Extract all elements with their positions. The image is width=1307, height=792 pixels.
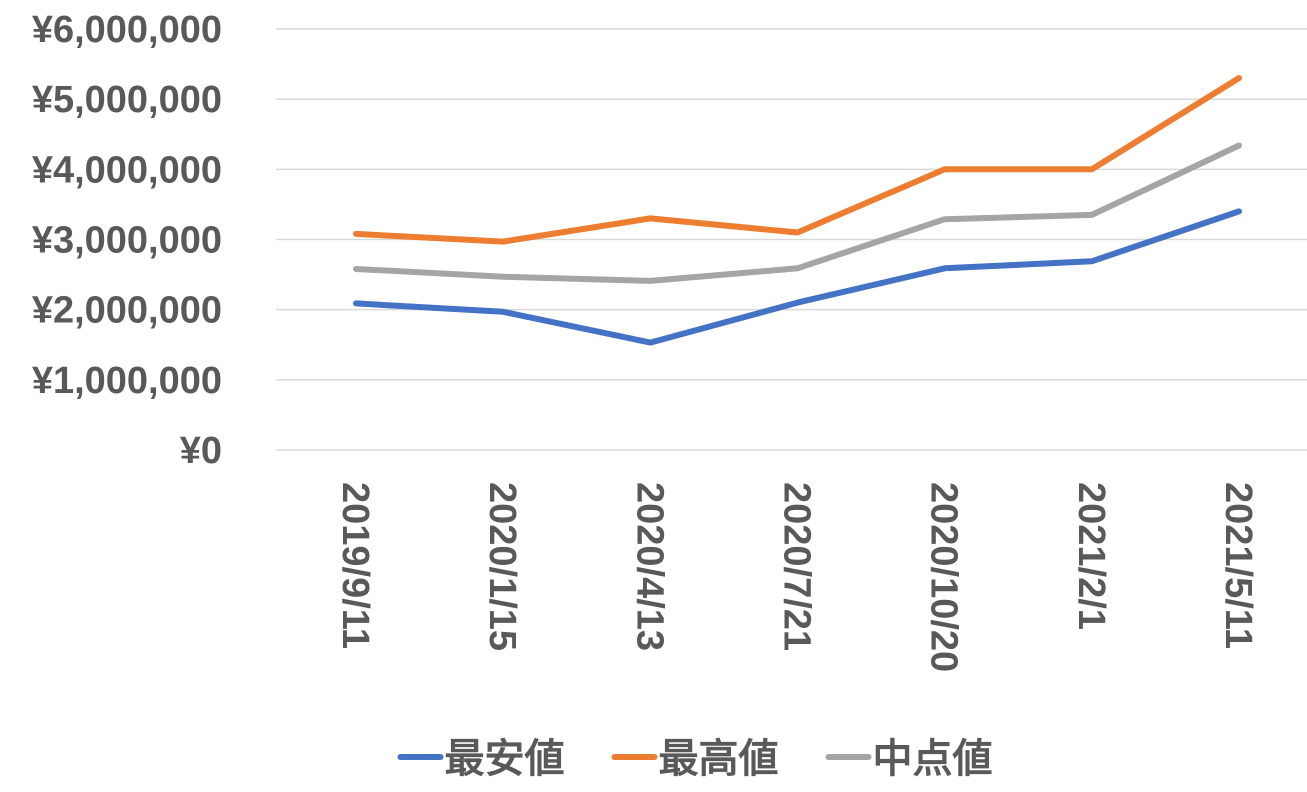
y-tick-label: ¥3,000,000 bbox=[32, 220, 222, 262]
legend-label: 最安値 bbox=[445, 737, 565, 781]
legend-label: 最高値 bbox=[659, 737, 779, 781]
series-lines bbox=[353, 75, 1242, 346]
x-tick-label: 2021/2/1 bbox=[1070, 482, 1112, 630]
legend-label: 中点値 bbox=[873, 737, 993, 781]
y-tick-label: ¥2,000,000 bbox=[32, 290, 222, 332]
y-axis-ticks: ¥0 ¥1,000,000 ¥2,000,000 ¥3,000,000 ¥4,000,0… bbox=[32, 9, 222, 472]
series-line bbox=[353, 142, 1242, 284]
x-axis-ticks: 2019/9/11 2020/1/15 2020/4/13 2020/7/21 2020… bbox=[334, 482, 1259, 672]
x-tick-label: 2020/4/13 bbox=[628, 482, 670, 651]
series-line bbox=[353, 208, 1242, 346]
x-tick-label: 2020/10/20 bbox=[923, 482, 965, 672]
legend: 最安値 最高値 中点値 bbox=[397, 737, 993, 781]
series-line bbox=[353, 75, 1242, 245]
y-tick-label: ¥5,000,000 bbox=[32, 79, 222, 121]
x-tick-label: 2019/9/11 bbox=[334, 482, 376, 649]
y-tick-label: ¥6,000,000 bbox=[32, 9, 222, 51]
x-tick-label: 2020/1/15 bbox=[481, 482, 523, 651]
y-tick-label: ¥4,000,000 bbox=[32, 149, 222, 191]
y-tick-label: ¥1,000,000 bbox=[32, 360, 222, 402]
x-tick-label: 2020/7/21 bbox=[776, 482, 818, 651]
x-tick-label: 2021/5/11 bbox=[1217, 482, 1259, 649]
y-tick-label: ¥0 bbox=[180, 430, 222, 472]
